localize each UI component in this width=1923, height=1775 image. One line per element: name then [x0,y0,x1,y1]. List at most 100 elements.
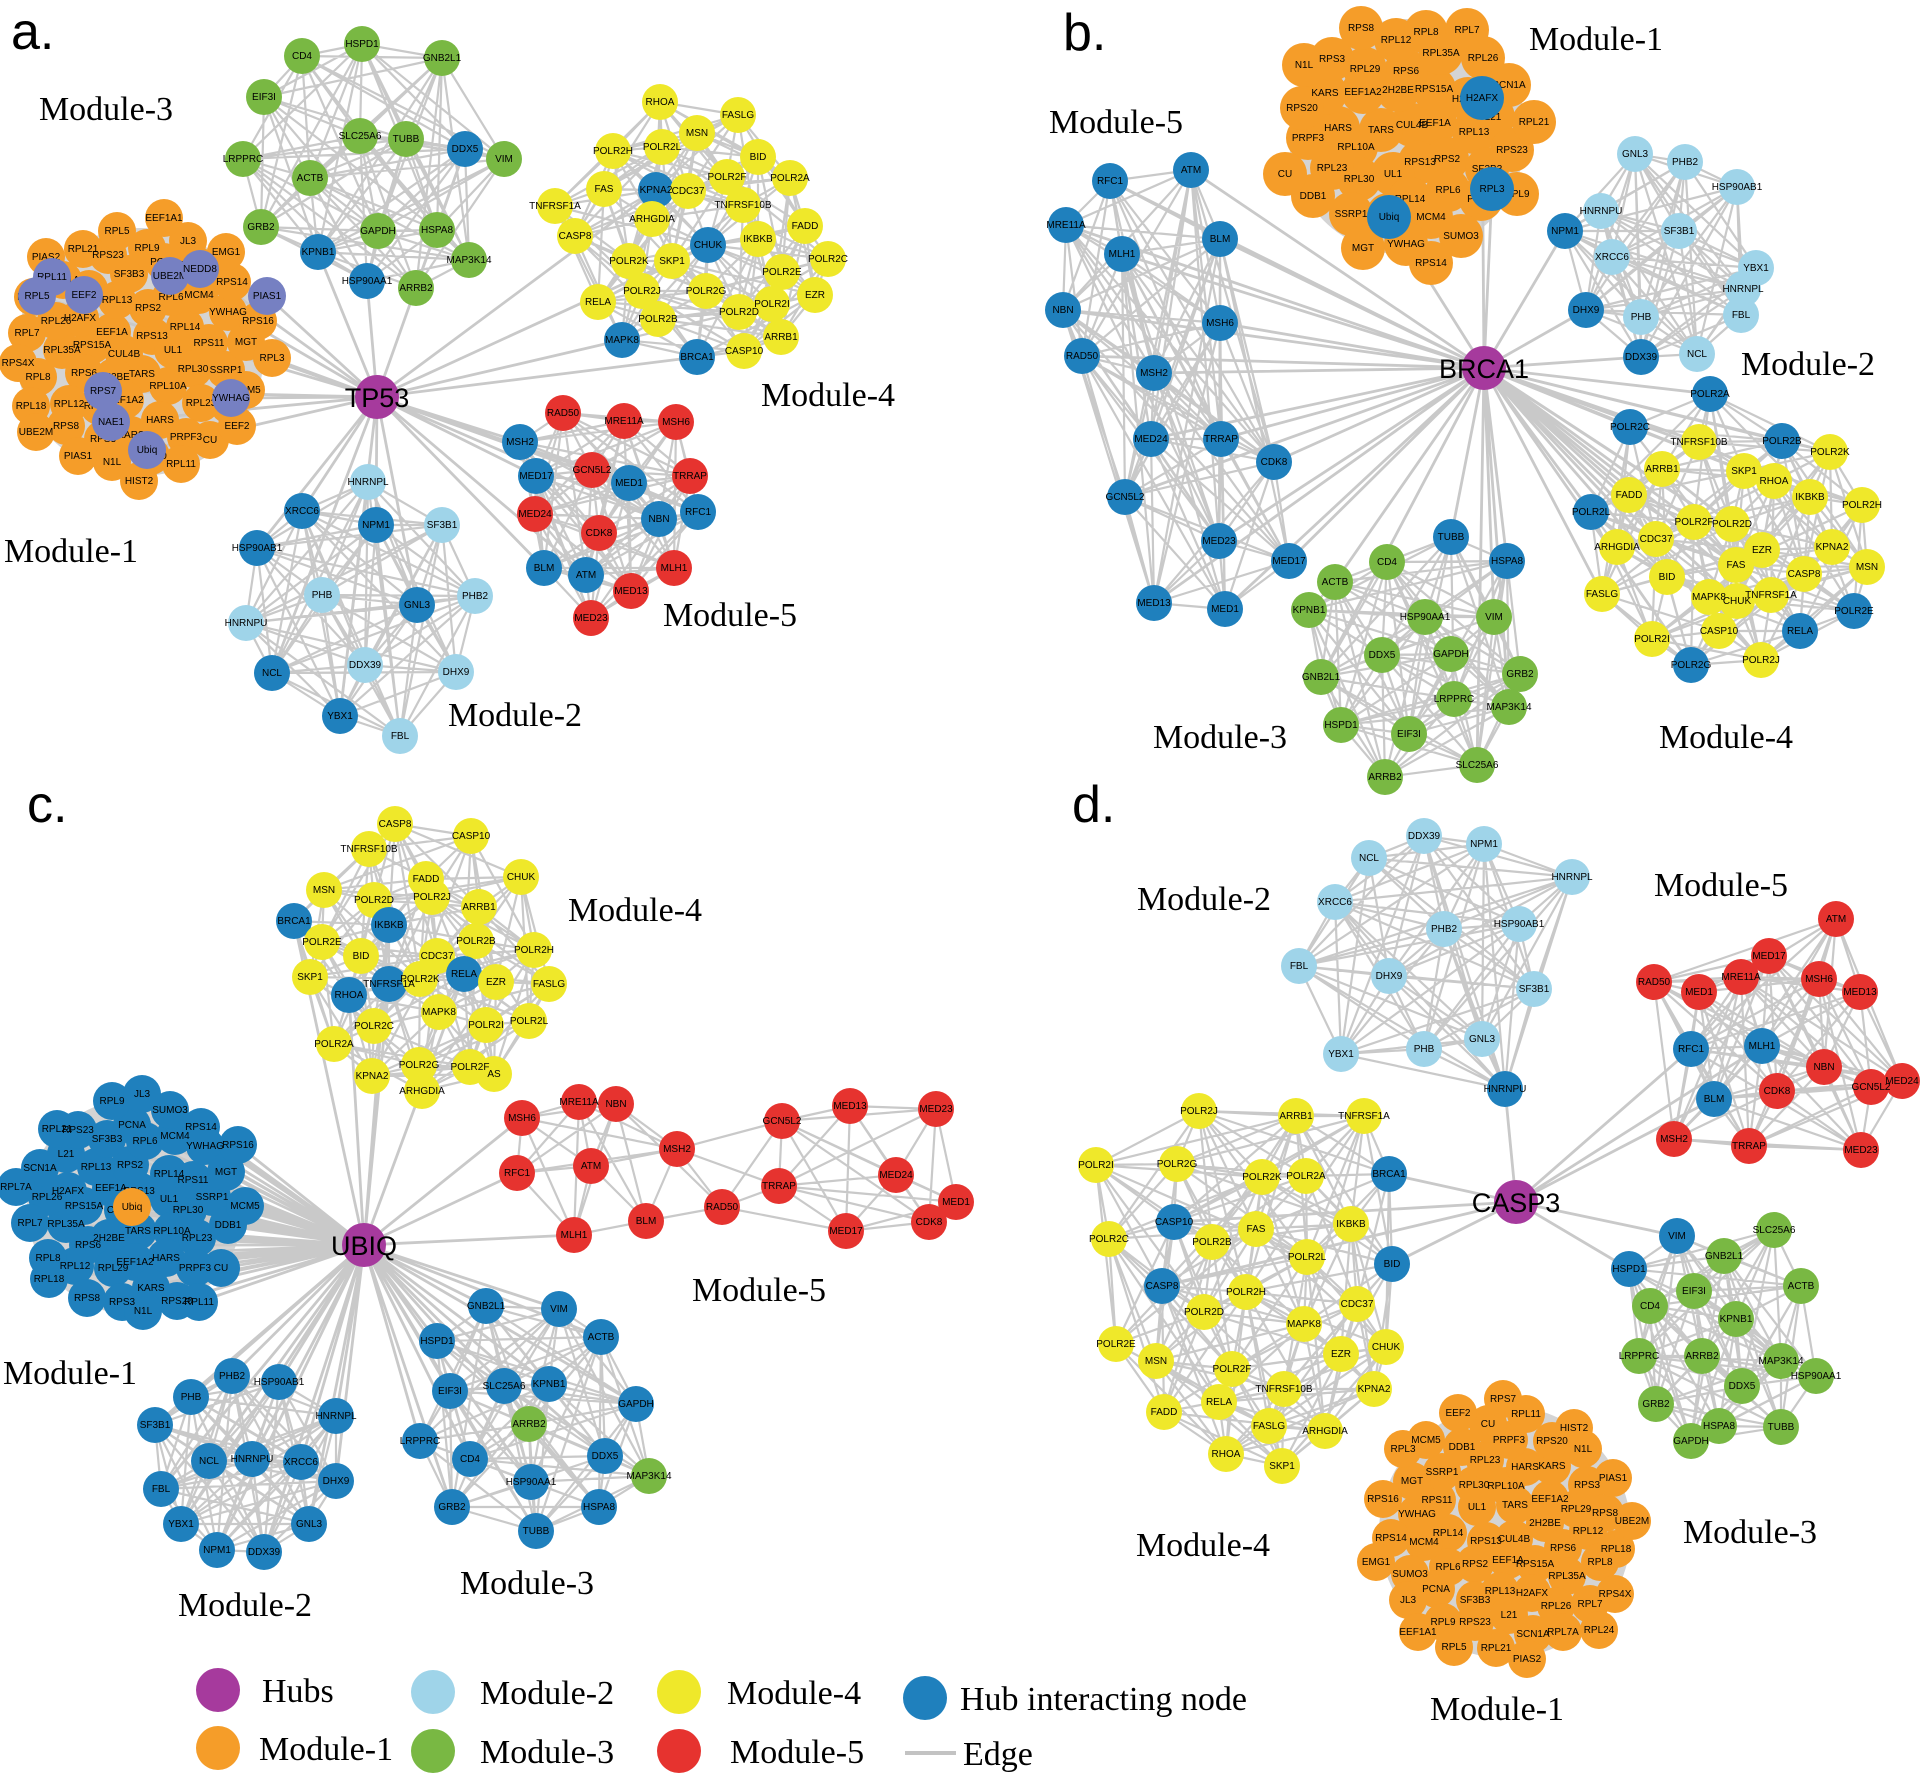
svg-text:RPS11: RPS11 [1422,1495,1453,1506]
svg-text:EEF2: EEF2 [71,290,96,301]
svg-text:MED23: MED23 [574,613,608,624]
svg-text:SKP1: SKP1 [659,256,685,267]
svg-text:Module-5: Module-5 [730,1734,864,1771]
svg-text:POLR2D: POLR2D [1184,1307,1224,1318]
svg-text:RPS2: RPS2 [1462,1559,1489,1570]
svg-text:SUMO3: SUMO3 [1392,1569,1428,1580]
svg-text:DDX5: DDX5 [1369,650,1396,661]
svg-text:EIF3I: EIF3I [1682,1286,1706,1297]
svg-text:HNRNPU: HNRNPU [1580,206,1623,217]
svg-text:RELA: RELA [1206,1397,1232,1408]
svg-text:Module-2: Module-2 [1741,346,1875,383]
svg-text:RHOA: RHOA [1760,476,1789,487]
svg-text:ARRB2: ARRB2 [512,1419,546,1430]
svg-text:DDX5: DDX5 [452,144,479,155]
svg-text:MED17: MED17 [1272,556,1306,567]
svg-text:KARS: KARS [117,430,145,441]
svg-text:RPS13: RPS13 [1404,157,1436,168]
svg-text:2H2BE: 2H2BE [93,1233,125,1244]
svg-text:EEF1A1: EEF1A1 [145,213,183,224]
svg-text:ACTB: ACTB [1788,1281,1815,1292]
svg-text:CU: CU [1481,1419,1495,1430]
svg-text:VIM: VIM [550,1304,568,1315]
svg-text:TRRAP: TRRAP [1732,1141,1766,1152]
svg-text:YBX1: YBX1 [1328,1049,1354,1060]
svg-text:FASLG: FASLG [533,979,565,990]
svg-text:POLR2B: POLR2B [1192,1237,1232,1248]
svg-text:CUL4B: CUL4B [1396,120,1429,131]
svg-text:RPL6: RPL6 [158,292,183,303]
svg-text:GRB2: GRB2 [247,222,275,233]
svg-text:SF3B1: SF3B1 [140,1420,171,1431]
svg-text:FASLG: FASLG [1253,1421,1285,1432]
svg-text:Module-5: Module-5 [692,1272,826,1309]
svg-text:RPL30: RPL30 [173,1205,204,1216]
svg-text:MED23: MED23 [1844,1145,1878,1156]
svg-text:RPL30: RPL30 [1459,1480,1490,1491]
svg-text:2H2BE: 2H2BE [1382,85,1414,96]
svg-text:Module-3: Module-3 [480,1734,614,1771]
svg-text:TNFRSF10B: TNFRSF10B [1670,437,1728,448]
svg-text:LRPPRC: LRPPRC [400,1436,441,1447]
svg-text:Module-3: Module-3 [460,1565,594,1602]
svg-text:POLR2G: POLR2G [1671,660,1712,671]
svg-text:XRCC6: XRCC6 [284,1457,318,1468]
svg-text:MRE11A: MRE11A [559,1097,599,1108]
svg-text:IKBKB: IKBKB [374,920,404,931]
svg-text:PRPF3: PRPF3 [170,432,203,443]
svg-text:EEF2: EEF2 [1445,1408,1470,1419]
svg-text:NPM1: NPM1 [1470,839,1498,850]
svg-text:POLR2H: POLR2H [1226,1287,1266,1298]
svg-text:PHB: PHB [1631,312,1652,323]
svg-text:GNB2L1: GNB2L1 [423,53,462,64]
svg-text:ARHGDIA: ARHGDIA [1594,542,1640,553]
svg-text:UBE2M: UBE2M [153,271,187,282]
svg-text:CD4: CD4 [460,1454,480,1465]
svg-text:RPS13: RPS13 [136,331,168,342]
svg-text:SSRP1: SSRP1 [1426,1467,1459,1478]
svg-text:TRRAP: TRRAP [762,1181,796,1192]
svg-text:RPL14: RPL14 [154,1169,185,1180]
svg-text:SF3B3: SF3B3 [92,1134,123,1145]
svg-text:JL3: JL3 [1400,1595,1417,1606]
svg-text:HSPA8: HSPA8 [583,1502,615,1513]
svg-text:ARRB2: ARRB2 [1685,1351,1719,1362]
svg-text:SF3B3: SF3B3 [114,269,145,280]
svg-text:RPS8: RPS8 [1348,23,1375,34]
svg-text:TNFRSF10B: TNFRSF10B [714,200,772,211]
svg-text:RPS23: RPS23 [1459,1617,1491,1628]
svg-text:PHB: PHB [312,590,333,601]
svg-text:PHB: PHB [181,1392,202,1403]
svg-text:ARRB1: ARRB1 [764,332,798,343]
svg-text:PIAS1: PIAS1 [253,291,282,302]
svg-text:MSH6: MSH6 [662,417,690,428]
svg-text:ATM: ATM [576,570,596,581]
svg-text:MSN: MSN [1145,1356,1167,1367]
svg-text:CASP10: CASP10 [725,346,764,357]
svg-text:RAD50: RAD50 [1066,351,1099,362]
svg-text:MED23: MED23 [919,1104,953,1115]
svg-text:GRB2: GRB2 [438,1502,466,1513]
svg-text:L21: L21 [58,1149,75,1160]
svg-text:EEF1A: EEF1A [96,327,128,338]
svg-text:POLR2A: POLR2A [1690,389,1730,400]
svg-text:RPS11: RPS11 [194,338,225,349]
svg-text:RPL23: RPL23 [182,1233,213,1244]
svg-text:RPS20: RPS20 [161,1296,193,1307]
svg-text:CHUK: CHUK [507,872,536,883]
svg-text:EEF1A2: EEF1A2 [1344,87,1382,98]
svg-text:MRE11A: MRE11A [1046,220,1086,231]
svg-text:YWHAG: YWHAG [209,307,247,318]
svg-text:PRPF3: PRPF3 [179,1263,212,1274]
svg-text:Module-3: Module-3 [39,91,173,128]
svg-text:GNB2L1: GNB2L1 [467,1301,506,1312]
svg-text:RELA: RELA [451,969,477,980]
svg-text:JL3: JL3 [134,1089,151,1100]
svg-text:RPL35A: RPL35A [47,1219,85,1230]
svg-text:MAP3K14: MAP3K14 [446,255,491,266]
svg-text:IKBKB: IKBKB [1795,492,1825,503]
svg-text:RPL6: RPL6 [1435,185,1460,196]
svg-text:Module-1: Module-1 [1430,1691,1564,1728]
svg-text:RPL6: RPL6 [1435,1562,1460,1573]
svg-text:PIAS1: PIAS1 [64,451,93,462]
